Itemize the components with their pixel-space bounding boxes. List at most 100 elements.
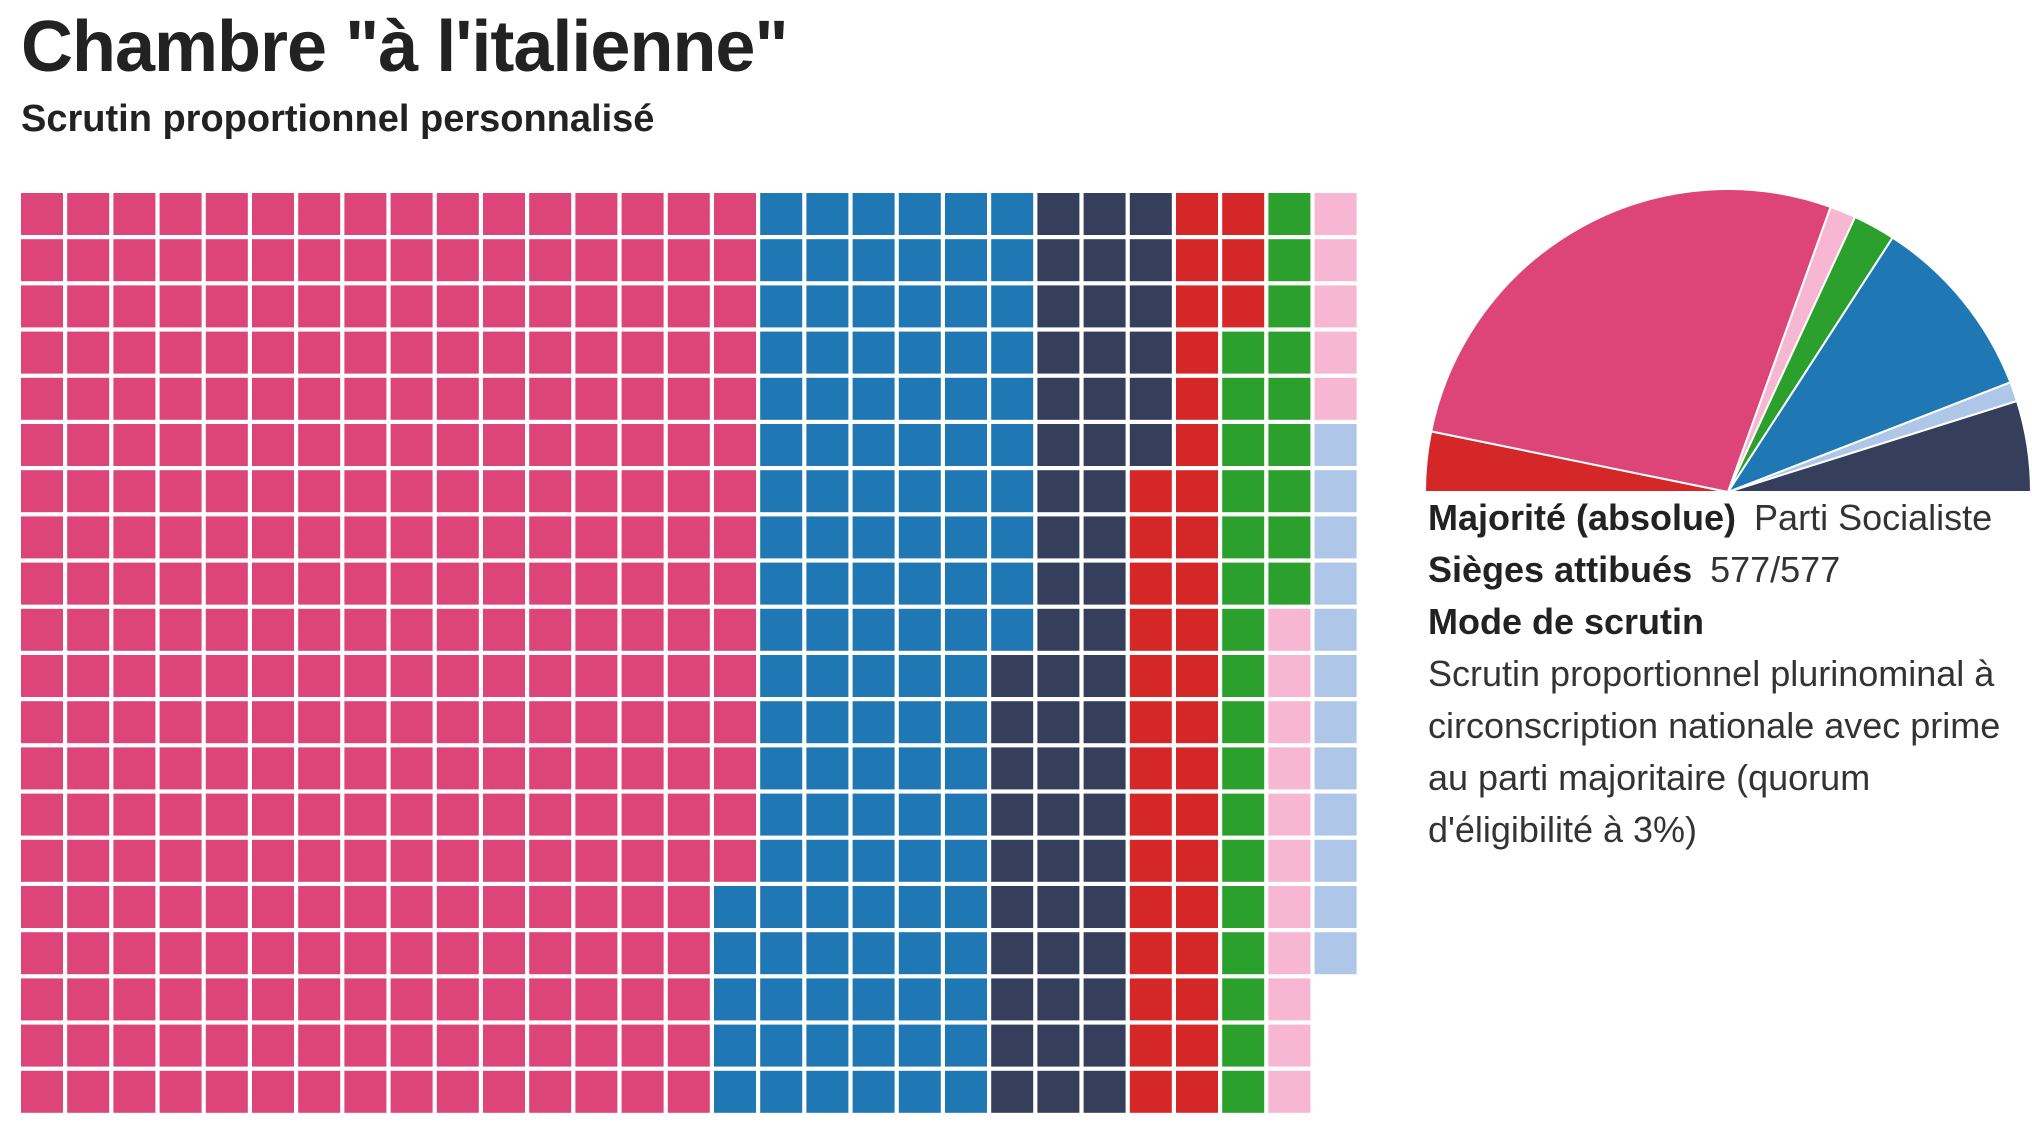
waffle-seat-0 <box>714 793 756 836</box>
waffle-seat-0 <box>483 239 525 282</box>
waffle-seat-4 <box>1222 1024 1265 1067</box>
waffle-seat-1 <box>991 377 1034 420</box>
waffle-seat-0 <box>575 470 618 513</box>
waffle-seat-0 <box>483 562 525 605</box>
waffle-seat-0 <box>621 331 664 374</box>
waffle-seat-2 <box>1083 978 1126 1021</box>
waffle-seat-2 <box>1083 239 1126 282</box>
waffle-seat-1 <box>852 655 895 697</box>
waffle-seat-0 <box>575 978 618 1021</box>
waffle-seat-0 <box>252 1070 294 1113</box>
waffle-seat-0 <box>205 839 248 882</box>
waffle-seat-0 <box>529 886 572 928</box>
waffle-seat-0 <box>67 1024 110 1067</box>
waffle-seat-0 <box>483 1024 525 1067</box>
waffle-seat-2 <box>1083 193 1126 235</box>
waffle-seat-0 <box>344 1024 387 1067</box>
waffle-seat-0 <box>21 608 63 651</box>
waffle-seat-2 <box>1037 1070 1080 1113</box>
seats-value: 577/577 <box>1710 549 1841 590</box>
waffle-seat-0 <box>483 655 525 697</box>
waffle-seat-4 <box>1222 608 1265 651</box>
waffle-seat-0 <box>483 516 525 559</box>
waffle-seat-0 <box>714 608 756 651</box>
waffle-seat-2 <box>1083 608 1126 651</box>
waffle-seat-3 <box>1176 932 1218 975</box>
waffle-seat-0 <box>390 701 433 744</box>
waffle-seat-1 <box>991 424 1034 466</box>
waffle-seat-2 <box>1037 516 1080 559</box>
waffle-seat-0 <box>344 747 387 790</box>
waffle-seat-3 <box>1129 516 1172 559</box>
waffle-seat-0 <box>436 886 479 928</box>
waffle-seat-0 <box>529 839 572 882</box>
waffle-seat-2 <box>1083 516 1126 559</box>
waffle-seat-1 <box>945 655 987 697</box>
waffle-seat-1 <box>945 1070 987 1113</box>
waffle-seat-0 <box>483 470 525 513</box>
waffle-seat-0 <box>529 1024 572 1067</box>
waffle-seat-0 <box>67 886 110 928</box>
waffle-seat-0 <box>436 839 479 882</box>
waffle-seat-1 <box>898 1070 941 1113</box>
seats-row: Sièges attibués 577/577 <box>1428 544 2028 596</box>
waffle-seat-0 <box>483 839 525 882</box>
majority-row: Majorité (absolue) Parti Socialiste <box>1428 492 2028 544</box>
waffle-seat-0 <box>205 331 248 374</box>
waffle-seat-1 <box>760 1024 803 1067</box>
waffle-seat-0 <box>113 377 156 420</box>
waffle-seat-3 <box>1129 655 1172 697</box>
waffle-seat-0 <box>298 516 341 559</box>
waffle-seat-0 <box>298 886 341 928</box>
waffle-seat-6 <box>1314 516 1357 559</box>
waffle-seat-4 <box>1268 562 1311 605</box>
waffle-seat-0 <box>67 193 110 235</box>
waffle-seat-1 <box>806 747 849 790</box>
waffle-seat-2 <box>1083 932 1126 975</box>
waffle-seat-2 <box>991 886 1034 928</box>
waffle-seat-0 <box>298 608 341 651</box>
waffle-seat-2 <box>991 655 1034 697</box>
waffle-seat-1 <box>760 562 803 605</box>
waffle-seat-0 <box>67 747 110 790</box>
waffle-seat-1 <box>945 886 987 928</box>
waffle-seat-0 <box>21 562 63 605</box>
chart-title: Chambre "à l'italienne" <box>21 7 789 87</box>
waffle-seat-0 <box>667 978 710 1021</box>
waffle-seat-5 <box>1314 285 1357 328</box>
waffle-seat-0 <box>298 793 341 836</box>
waffle-seat-1 <box>898 377 941 420</box>
waffle-seat-0 <box>483 886 525 928</box>
waffle-seat-3 <box>1176 239 1218 282</box>
waffle-seat-1 <box>760 193 803 235</box>
waffle-seat-1 <box>945 470 987 513</box>
waffle-seat-0 <box>344 516 387 559</box>
waffle-seat-0 <box>667 1070 710 1113</box>
waffle-seat-0 <box>205 701 248 744</box>
waffle-seat-1 <box>806 932 849 975</box>
waffle-seat-3 <box>1129 470 1172 513</box>
majority-label: Majorité (absolue) <box>1428 497 1737 538</box>
waffle-seat-0 <box>67 562 110 605</box>
waffle-seat-1 <box>898 562 941 605</box>
waffle-seat-0 <box>113 701 156 744</box>
waffle-seat-0 <box>575 239 618 282</box>
waffle-seat-3 <box>1176 655 1218 697</box>
waffle-seat-1 <box>760 470 803 513</box>
waffle-seat-0 <box>575 424 618 466</box>
waffle-seat-4 <box>1222 562 1265 605</box>
waffle-seat-1 <box>760 886 803 928</box>
waffle-seat-1 <box>945 424 987 466</box>
waffle-seat-0 <box>344 562 387 605</box>
waffle-seat-3 <box>1176 886 1218 928</box>
waffle-seat-0 <box>714 562 756 605</box>
waffle-seat-0 <box>252 377 294 420</box>
waffle-seat-2 <box>991 839 1034 882</box>
waffle-seat-1 <box>806 470 849 513</box>
waffle-seat-0 <box>344 978 387 1021</box>
waffle-seat-1 <box>898 886 941 928</box>
waffle-seat-1 <box>898 608 941 651</box>
waffle-seat-1 <box>806 1024 849 1067</box>
waffle-seat-5 <box>1268 747 1311 790</box>
waffle-seat-6 <box>1314 424 1357 466</box>
